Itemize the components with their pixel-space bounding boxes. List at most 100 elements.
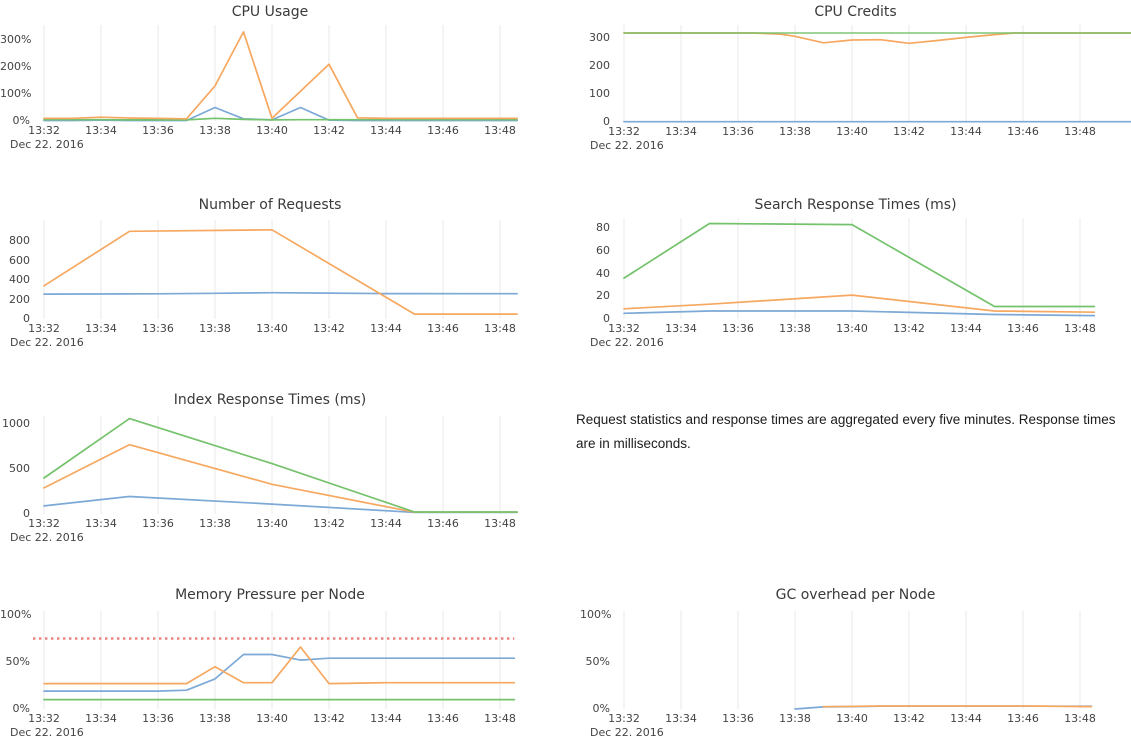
x-tick-label: 13:36 bbox=[722, 712, 754, 725]
x-tick-label: 13:42 bbox=[893, 322, 925, 335]
date-label: Dec 22. 2016 bbox=[10, 531, 84, 544]
x-tick-label: 13:40 bbox=[836, 322, 868, 335]
date-label: Dec 22. 2016 bbox=[10, 336, 84, 349]
x-tick-label: 13:32 bbox=[608, 322, 640, 335]
x-tick-label: 13:44 bbox=[370, 124, 402, 137]
series-blue bbox=[43, 495, 518, 514]
chart-index-response-times: Index Response Times (ms) 0 500 1000 13:32 1… bbox=[0, 388, 540, 548]
chart-cpu-usage: CPU Usage 0% 100% 200% 300% 13:32 13:34 13:36 1… bbox=[0, 0, 540, 160]
plot-area bbox=[43, 25, 518, 122]
date-label: Dec 22. 2016 bbox=[10, 726, 84, 739]
series-orange bbox=[43, 646, 516, 685]
x-tick-label: 13:38 bbox=[779, 712, 811, 725]
x-tick-label: 13:44 bbox=[370, 712, 402, 725]
series-orange bbox=[623, 32, 1131, 45]
x-tick-label: 13:34 bbox=[85, 517, 117, 530]
chart-number-of-requests: Number of Requests 0 200 400 600 800 13:32 13:… bbox=[0, 193, 540, 353]
x-tick-label: 13:32 bbox=[28, 322, 60, 335]
x-tick-label: 13:36 bbox=[722, 125, 754, 138]
x-tick-label: 13:48 bbox=[1064, 322, 1096, 335]
date-label: Dec 22. 2016 bbox=[590, 726, 664, 739]
x-tick-label: 13:48 bbox=[484, 712, 516, 725]
x-tick-label: 13:38 bbox=[779, 322, 811, 335]
series-green bbox=[43, 417, 518, 513]
chart-title: Number of Requests bbox=[198, 197, 342, 213]
x-tick-label: 13:34 bbox=[665, 712, 697, 725]
x-tick-label: 13:34 bbox=[665, 322, 697, 335]
x-tick-label: 13:46 bbox=[427, 712, 459, 725]
x-tick-label: 13:46 bbox=[1007, 322, 1039, 335]
y-tick-label: 0 bbox=[23, 312, 30, 325]
x-tick-label: 13:40 bbox=[836, 712, 868, 725]
x-tick-label: 13:40 bbox=[256, 517, 288, 530]
plot-area bbox=[623, 611, 1093, 710]
x-tick-label: 13:48 bbox=[484, 322, 516, 335]
date-label: Dec 22. 2016 bbox=[590, 336, 664, 349]
series-green bbox=[623, 222, 1096, 308]
chart-title: GC overhead per Node bbox=[775, 587, 936, 603]
chart-title: Memory Pressure per Node bbox=[175, 587, 365, 603]
y-tick-label: 500 bbox=[9, 462, 30, 475]
x-tick-label: 13:48 bbox=[1064, 712, 1096, 725]
chart-cpu-credits: CPU Credits 0 100 200 300 13:32 13:34 13:36 13:… bbox=[580, 0, 1131, 160]
y-tick-label: 0% bbox=[12, 114, 30, 127]
chart-memory-pressure-per-node: Memory Pressure per Node 0% 50% 100% 13:32 1… bbox=[0, 583, 540, 741]
plot-area bbox=[43, 220, 518, 319]
x-tick-label: 13:32 bbox=[28, 712, 60, 725]
x-tick-label: 13:36 bbox=[722, 322, 754, 335]
x-tick-label: 13:36 bbox=[142, 124, 174, 137]
y-tick-label: 100 bbox=[589, 87, 610, 100]
x-tick-label: 13:38 bbox=[199, 322, 231, 335]
y-tick-label: 40 bbox=[596, 266, 610, 280]
y-tick-label: 0% bbox=[592, 702, 610, 715]
x-tick-label: 13:42 bbox=[313, 712, 345, 725]
x-tick-label: 13:44 bbox=[950, 712, 982, 725]
x-tick-label: 13:42 bbox=[313, 124, 345, 137]
y-tick-label: 100% bbox=[0, 87, 32, 100]
x-tick-label: 13:38 bbox=[199, 517, 231, 530]
chart-gc-overhead-per-node: GC overhead per Node 0% 50% 100% 13:32 13:34… bbox=[580, 583, 1131, 741]
x-tick-label: 13:32 bbox=[608, 125, 640, 138]
y-tick-label: 400 bbox=[9, 273, 30, 286]
x-tick-label: 13:38 bbox=[199, 124, 231, 137]
y-tick-label: 60 bbox=[596, 243, 610, 257]
x-tick-label: 13:36 bbox=[142, 322, 174, 335]
x-tick-label: 13:46 bbox=[1007, 125, 1039, 138]
x-tick-label: 13:46 bbox=[427, 322, 459, 335]
y-tick-label: 0% bbox=[12, 702, 30, 715]
x-tick-label: 13:42 bbox=[893, 125, 925, 138]
x-tick-label: 13:48 bbox=[484, 124, 516, 137]
y-tick-label: 300 bbox=[589, 31, 610, 44]
y-tick-label: 100% bbox=[0, 608, 32, 621]
x-tick-label: 13:38 bbox=[199, 712, 231, 725]
chart-title: Search Response Times (ms) bbox=[754, 197, 957, 213]
chart-search-response-times: Search Response Times (ms) 0 20 40 60 80 13:3… bbox=[580, 193, 1131, 353]
x-tick-label: 13:36 bbox=[142, 712, 174, 725]
plot-area bbox=[33, 611, 516, 709]
x-tick-label: 13:38 bbox=[779, 125, 811, 138]
y-tick-label: 0 bbox=[603, 115, 610, 128]
x-tick-label: 13:34 bbox=[85, 124, 117, 137]
y-tick-label: 800 bbox=[9, 234, 30, 247]
x-tick-label: 13:48 bbox=[1064, 125, 1096, 138]
x-tick-label: 13:44 bbox=[950, 322, 982, 335]
y-tick-label: 20 bbox=[596, 289, 610, 303]
y-tick-label: 100% bbox=[580, 608, 612, 621]
y-tick-label: 200 bbox=[9, 292, 30, 306]
annotation-text: Request statistics and response times ar… bbox=[576, 412, 1116, 451]
y-tick-label: 200% bbox=[0, 60, 32, 73]
x-tick-label: 13:32 bbox=[608, 712, 640, 725]
x-tick-label: 13:48 bbox=[484, 517, 516, 530]
y-tick-label: 1000 bbox=[2, 417, 30, 430]
x-tick-label: 13:40 bbox=[836, 125, 868, 138]
x-tick-label: 13:34 bbox=[85, 712, 117, 725]
plot-area bbox=[623, 218, 1096, 319]
series-orange bbox=[43, 228, 518, 315]
y-tick-label: 0 bbox=[603, 312, 610, 325]
date-label: Dec 22. 2016 bbox=[590, 139, 664, 152]
x-tick-label: 13:34 bbox=[85, 322, 117, 335]
x-tick-label: 13:42 bbox=[893, 712, 925, 725]
y-tick-label: 200 bbox=[589, 59, 610, 72]
x-tick-label: 13:44 bbox=[950, 125, 982, 138]
series-blue bbox=[623, 310, 1096, 317]
